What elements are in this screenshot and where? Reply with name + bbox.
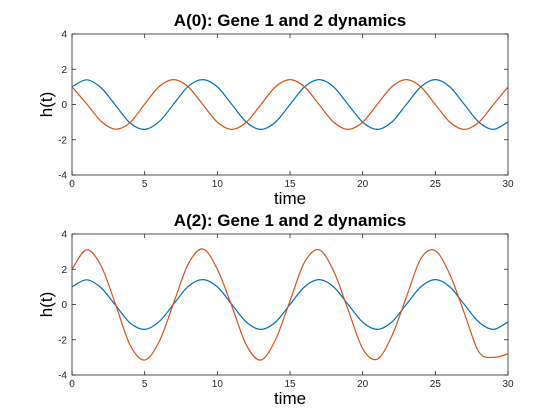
x-tick-label: 10	[212, 379, 224, 390]
x-tick-label: 15	[284, 379, 296, 390]
y-tick-label: 2	[61, 65, 67, 76]
x-tick-label: 5	[142, 379, 148, 390]
y-axis-label: h(t)	[37, 292, 56, 318]
y-tick-label: 4	[61, 230, 67, 241]
x-tick-label: 0	[69, 379, 75, 390]
x-tick-label: 30	[502, 179, 514, 190]
subplot-2: 0 5 10 15 20 25 30 -4 -2 0 2 4 A(2): Gene 1 and 2 dy…	[37, 211, 514, 408]
y-tick-label: -2	[58, 335, 67, 346]
x-tick-label: 30	[502, 379, 514, 390]
y-tick-label: -4	[58, 371, 67, 382]
series-line-1	[72, 279, 508, 330]
y-tick-label: 2	[61, 265, 67, 276]
chart-title: A(0): Gene 1 and 2 dynamics	[174, 11, 406, 30]
series-line-2	[72, 248, 508, 361]
y-tick-label: -2	[58, 135, 67, 146]
series-line-1	[72, 79, 508, 130]
y-tick-label: -4	[58, 171, 67, 182]
x-tick-label: 25	[430, 179, 442, 190]
x-tick-label: 5	[142, 179, 148, 190]
x-tick-label: 10	[212, 179, 224, 190]
x-axis-label: time	[274, 189, 306, 208]
chart-title: A(2): Gene 1 and 2 dynamics	[174, 211, 406, 230]
x-tick-label: 25	[430, 379, 442, 390]
subplot-1: 0 5 10 15 20 25 30 -4 -2 0 2 4 A(0): Gene 1 and 2 dy…	[37, 11, 514, 208]
x-axis-label: time	[274, 389, 306, 408]
series-line-2	[72, 79, 508, 130]
y-tick-label: 0	[61, 100, 67, 111]
x-tick-label: 15	[284, 179, 296, 190]
x-tick-label: 20	[357, 379, 369, 390]
x-tick-label: 0	[69, 179, 75, 190]
x-tick-label: 20	[357, 179, 369, 190]
y-tick-label: 0	[61, 300, 67, 311]
y-axis-label: h(t)	[37, 92, 56, 118]
y-tick-label: 4	[61, 30, 67, 41]
